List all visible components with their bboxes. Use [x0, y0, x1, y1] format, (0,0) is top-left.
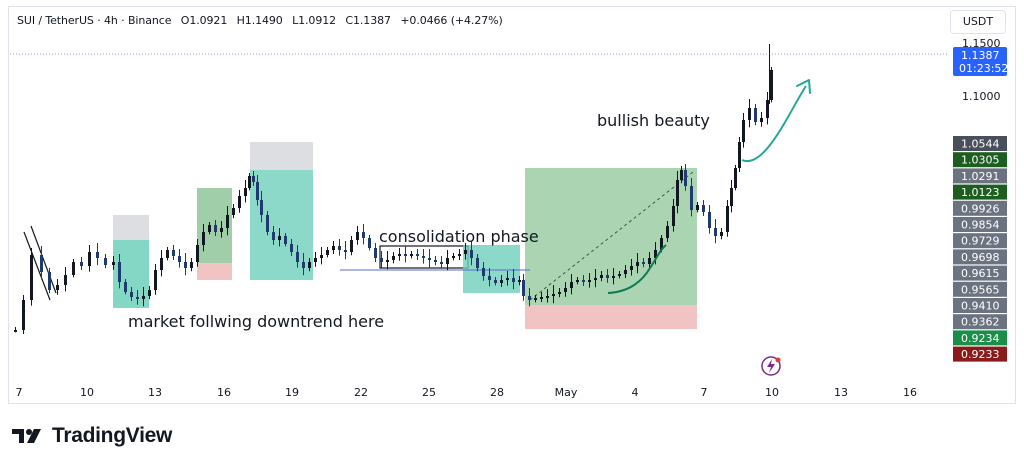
symbol-title[interactable]: SUI / TetherUS · 4h · Binance — [17, 14, 172, 27]
chart-header: SUI / TetherUS · 4h · Binance O1.0921 H1… — [17, 14, 509, 27]
low-value: L1.0912 — [292, 14, 337, 27]
tradingview-brand[interactable]: TradingView — [12, 424, 172, 448]
close-value: C1.1387 — [345, 14, 391, 27]
chart-frame — [8, 6, 1016, 404]
open-value: O1.0921 — [180, 14, 228, 27]
change-value: +0.0466 (+4.27%) — [400, 14, 503, 27]
high-value: H1.1490 — [236, 14, 283, 27]
tradingview-logo-icon — [12, 429, 41, 443]
tradingview-logo-text: TradingView — [52, 424, 173, 447]
currency-selector[interactable]: USDT — [950, 10, 1006, 34]
